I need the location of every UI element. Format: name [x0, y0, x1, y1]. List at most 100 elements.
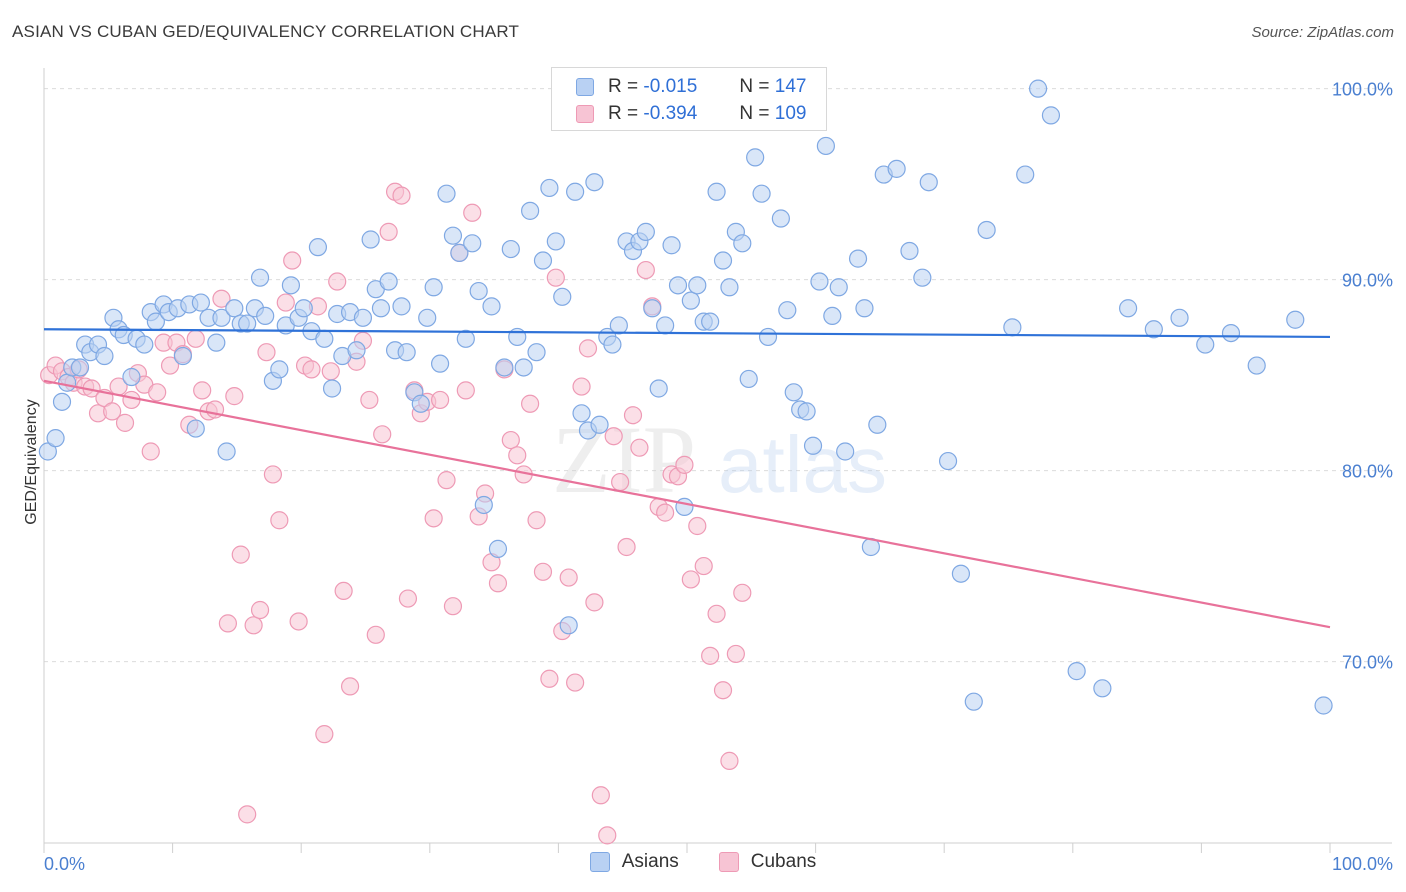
x-tick-label: 100.0%	[1332, 854, 1393, 874]
cuban-point	[688, 516, 707, 536]
cuban-point	[244, 616, 263, 635]
asian-point	[527, 343, 546, 362]
asian-point	[707, 182, 726, 201]
asian-point	[488, 539, 508, 558]
cuban-point	[591, 786, 610, 805]
y-tick-label: 100.0%	[1332, 80, 1393, 100]
cuban-point	[726, 644, 745, 664]
asian-point	[347, 341, 366, 360]
cuban-point	[250, 600, 270, 620]
asian-point	[217, 442, 236, 461]
asian-point	[191, 293, 210, 312]
asian-point	[186, 419, 205, 438]
cuban-trend-line	[43, 379, 1331, 629]
asian-point	[868, 415, 887, 434]
cuban-point	[630, 438, 649, 457]
asian-point	[46, 429, 65, 448]
asian-point	[450, 243, 469, 262]
asian-point	[1118, 299, 1138, 318]
asian-points	[38, 79, 1333, 715]
asian-point	[424, 278, 443, 297]
asian-point	[58, 373, 77, 392]
asian-point	[1093, 679, 1112, 698]
asian-point	[540, 178, 559, 198]
cuban-point	[276, 293, 295, 312]
asian-point	[294, 299, 313, 318]
asian-point	[521, 201, 540, 220]
asian-point	[38, 442, 57, 461]
asian-point	[656, 316, 675, 335]
asian-point	[207, 333, 226, 352]
legend-row-asians: R = -0.015 N = 147	[576, 74, 806, 100]
asian-point	[900, 241, 919, 261]
cuban-point	[340, 677, 360, 696]
legend-swatch-asians	[589, 852, 610, 872]
chart-source: Source: ZipAtlas.com	[1251, 24, 1394, 41]
asian-point	[758, 327, 778, 347]
asian-point	[411, 394, 430, 413]
trend-lines	[43, 328, 1331, 629]
x-tick-label: 0.0%	[44, 854, 85, 874]
asian-point	[95, 346, 114, 366]
cuban-point	[424, 509, 443, 528]
asian-point	[308, 238, 328, 257]
legend-n-value: 147	[774, 76, 807, 97]
cuban-point	[392, 186, 411, 205]
asian-point	[951, 564, 971, 583]
cuban-point	[263, 465, 283, 484]
cuban-point	[212, 289, 231, 308]
asian-point	[609, 316, 628, 335]
asian-point	[315, 329, 334, 348]
cuban-point	[675, 455, 694, 474]
cuban-point	[218, 614, 237, 633]
watermark-atlas: atlas	[718, 420, 887, 509]
asian-point	[739, 369, 758, 389]
asian-point	[887, 159, 906, 178]
cuban-point	[328, 272, 347, 291]
asian-point	[256, 306, 275, 326]
asian-point	[572, 404, 591, 423]
asian-point	[122, 367, 141, 387]
asian-point	[1221, 323, 1241, 343]
chart-title: ASIAN VS CUBAN GED/EQUIVALENCY CORRELATI…	[12, 22, 520, 41]
asian-point	[225, 299, 244, 318]
asian-point	[919, 173, 938, 192]
cuban-point	[713, 681, 733, 700]
asian-point	[913, 268, 932, 287]
asian-point	[482, 297, 501, 316]
cuban-point	[656, 503, 675, 522]
asian-point	[701, 312, 720, 331]
asian-point	[135, 335, 154, 354]
cuban-point	[289, 612, 308, 631]
asian-point	[495, 358, 514, 377]
cuban-point	[257, 343, 276, 362]
asian-point	[752, 184, 771, 203]
cuban-point	[231, 545, 250, 564]
asian-point	[322, 379, 342, 398]
asian-point	[463, 234, 482, 253]
asian-point	[938, 451, 958, 471]
cuban-point	[559, 568, 578, 587]
stats-legend: R = -0.015 N = 147 R = -0.394 N = 109	[551, 67, 827, 131]
cuban-point	[598, 826, 617, 845]
cuban-point	[533, 562, 553, 581]
cuban-point	[334, 581, 353, 601]
cuban-point	[701, 646, 720, 665]
asian-point	[371, 299, 391, 318]
asian-point	[566, 182, 585, 201]
legend-swatch-asians	[576, 78, 594, 96]
asian-point	[1144, 320, 1163, 339]
asian-point	[474, 495, 493, 515]
asian-point	[514, 358, 533, 377]
cuban-point	[430, 390, 450, 410]
cuban-point	[488, 574, 508, 593]
cuban-point	[270, 511, 289, 530]
asian-point	[397, 343, 416, 362]
y-tick-label: 70.0%	[1342, 653, 1393, 673]
asian-point	[662, 236, 681, 255]
asian-point	[643, 299, 662, 318]
cuban-point	[720, 751, 739, 770]
y-axis-title: GED/Equivalency	[23, 399, 40, 524]
cuban-point	[566, 673, 585, 692]
cuban-point	[540, 669, 559, 688]
